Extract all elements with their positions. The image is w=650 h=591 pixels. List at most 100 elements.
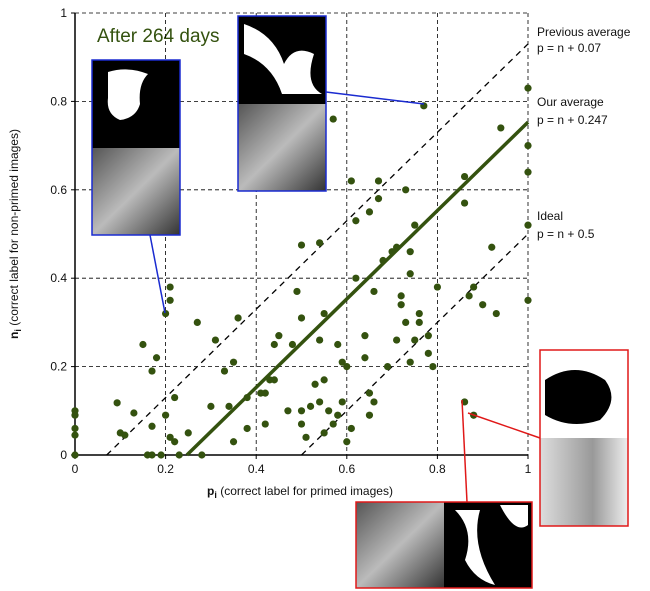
point <box>261 420 269 428</box>
point <box>113 399 121 407</box>
point <box>383 363 392 371</box>
inset-shape <box>455 505 528 585</box>
point <box>130 409 138 417</box>
inset-photo <box>92 148 180 235</box>
line-label: Previous average <box>537 25 631 39</box>
point <box>71 411 79 419</box>
point <box>139 340 147 349</box>
point <box>393 243 401 251</box>
point <box>343 363 351 371</box>
point <box>393 336 401 344</box>
point <box>166 283 174 291</box>
point <box>465 292 473 300</box>
point <box>243 424 251 433</box>
point <box>374 195 383 203</box>
point <box>347 177 355 185</box>
point <box>157 451 165 459</box>
point <box>343 438 351 446</box>
point <box>293 287 301 296</box>
point <box>388 248 396 256</box>
plot: 0 0.2 0.4 0.6 0.8 1 0 0.2 0.4 0.6 0.8 1 Previous ave… <box>50 6 630 476</box>
x-axis-symbol: p <box>207 484 214 498</box>
x-axis-subscript: i <box>214 490 217 500</box>
line-label: Our average <box>537 95 604 109</box>
point <box>320 376 328 384</box>
x-axis-text: (correct label for primed images) <box>217 484 393 498</box>
inset-photo <box>356 502 444 588</box>
reference-line <box>185 120 530 457</box>
point <box>152 354 161 362</box>
point <box>207 402 215 410</box>
point <box>198 451 206 459</box>
point <box>270 340 278 349</box>
point <box>379 256 387 265</box>
inset-shape <box>107 69 148 120</box>
point <box>275 332 283 340</box>
point <box>320 429 328 437</box>
point <box>288 340 297 349</box>
point <box>325 407 333 415</box>
x-tick-label: 1 <box>525 462 532 476</box>
y-tick-label: 0.2 <box>50 360 67 374</box>
point <box>424 332 432 340</box>
point <box>397 292 405 300</box>
point <box>365 389 374 397</box>
point <box>370 398 378 406</box>
point <box>338 398 346 406</box>
point <box>71 424 79 433</box>
point <box>229 358 238 366</box>
point <box>148 367 156 375</box>
y-axis-symbol: n <box>7 332 21 339</box>
point <box>374 177 383 185</box>
y-tick-label: 1 <box>60 6 67 20</box>
point <box>497 124 505 132</box>
point <box>352 274 360 282</box>
point <box>284 407 292 415</box>
x-axis-label: pi (correct label for primed images) <box>207 484 393 500</box>
point <box>406 248 414 256</box>
inset-frame <box>237 15 327 192</box>
point <box>302 433 310 441</box>
inset-photo <box>238 104 326 191</box>
point <box>175 451 183 459</box>
point <box>347 424 355 433</box>
connector <box>149 234 166 314</box>
x-tick-label: 0.8 <box>429 462 446 476</box>
point <box>261 389 269 397</box>
inset-frame <box>539 349 629 527</box>
y-axis-label: ni (correct label for non-primed images) <box>7 129 23 339</box>
point <box>184 429 192 437</box>
point <box>162 411 170 419</box>
point <box>338 358 346 366</box>
point <box>220 367 229 375</box>
x-tick-label: 0.6 <box>338 462 355 476</box>
point <box>406 270 414 278</box>
point <box>524 142 532 150</box>
connector <box>461 399 468 503</box>
point <box>524 296 532 304</box>
point <box>524 84 532 92</box>
connector <box>325 91 425 105</box>
point <box>397 301 405 309</box>
y-axis-text: (correct label for non-primed images) <box>7 129 21 329</box>
point <box>402 186 410 194</box>
point <box>171 438 179 446</box>
point <box>297 241 306 249</box>
line-equation: p = n + 0.247 <box>537 113 608 127</box>
point <box>429 363 437 371</box>
point <box>370 287 378 296</box>
point <box>229 438 238 446</box>
point <box>460 172 469 181</box>
inset-photo <box>540 438 628 526</box>
point <box>71 451 79 459</box>
point <box>365 208 374 216</box>
point <box>352 217 360 225</box>
point <box>311 380 319 388</box>
line-equation: p = n + 0.5 <box>537 227 595 241</box>
x-tick-label: 0.4 <box>248 462 265 476</box>
point <box>406 358 414 366</box>
inset-shape <box>545 370 612 424</box>
x-tick-label: 0 <box>72 462 79 476</box>
inset-frame <box>91 59 181 236</box>
